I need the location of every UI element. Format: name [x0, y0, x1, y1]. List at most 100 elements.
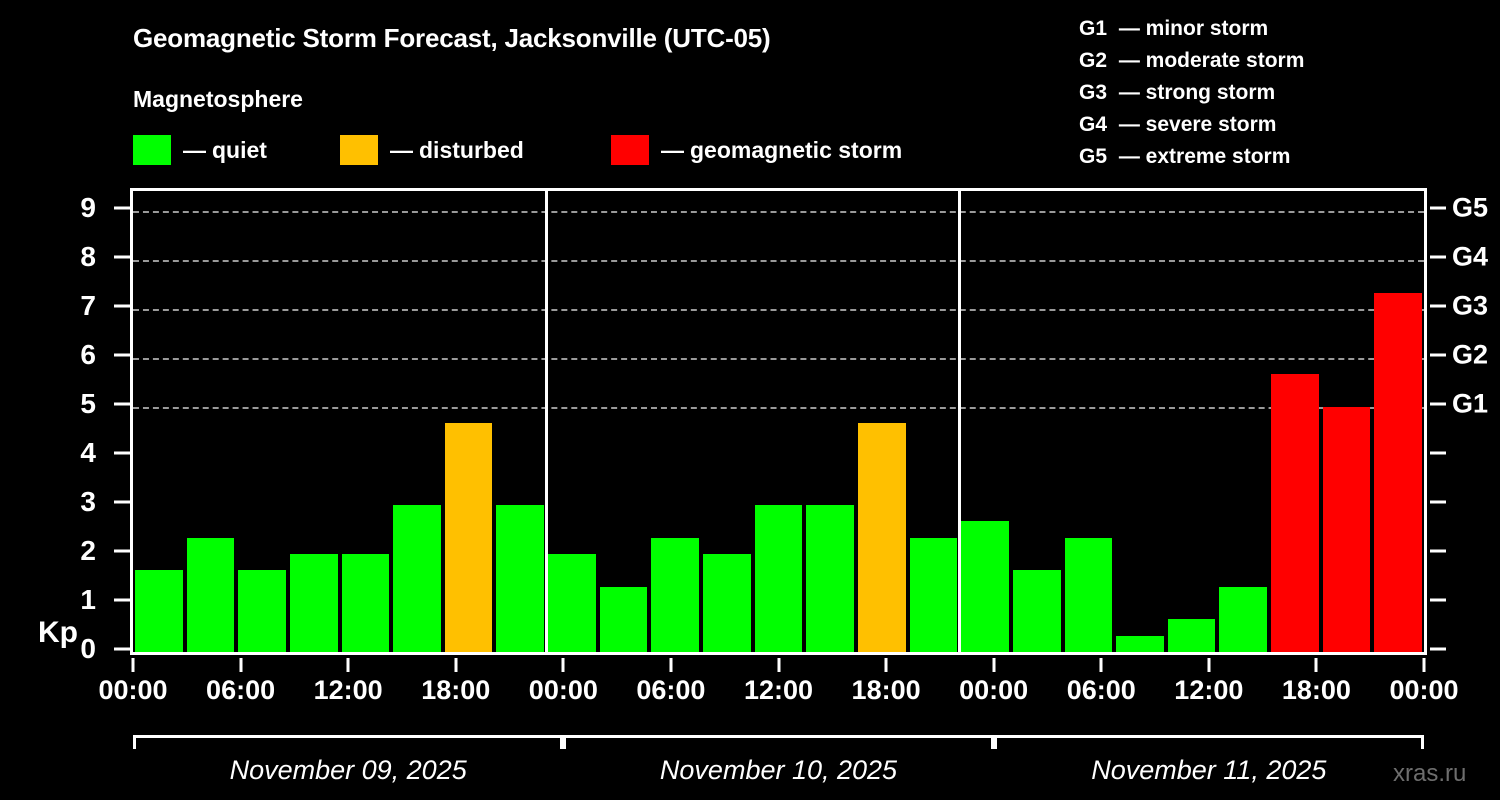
x-tick-mark	[884, 658, 888, 672]
g-tick-label: G3	[1452, 290, 1489, 321]
y-tick-mark	[114, 598, 130, 602]
y-tick-label: 9	[80, 191, 96, 223]
g-scale-text: moderate storm	[1145, 49, 1305, 72]
x-tick-label: 12:00	[743, 675, 814, 705]
y-tick-label: 7	[80, 289, 96, 321]
bar-kp	[341, 553, 390, 652]
y-tick-label: 2	[80, 534, 96, 566]
gridline	[133, 210, 1424, 213]
y-axis-left: Kp 0 1 2 3 4 5 6 7 8 9	[0, 188, 130, 664]
y-tick-mark	[114, 647, 130, 651]
y-tick-label: 1	[80, 583, 96, 615]
bar-kp	[238, 570, 286, 652]
y-tick-mark	[114, 402, 130, 406]
g-tick-label: G2	[1452, 339, 1489, 370]
y-tick-mark	[114, 353, 130, 357]
legend-dash: —	[390, 136, 413, 163]
day-bracket	[563, 735, 994, 749]
x-tick-mark	[992, 658, 996, 672]
x-tick-label: 06:00	[636, 675, 706, 705]
g-scale-text: severe storm	[1145, 113, 1277, 136]
x-tick-label: 00:00	[959, 675, 1029, 705]
g-scale-text: extreme storm	[1145, 145, 1291, 168]
plot-inner	[133, 191, 1424, 652]
y-tick-mark	[114, 255, 130, 259]
legend-item-quiet: — quiet	[133, 133, 267, 167]
legend-label: quiet	[212, 136, 267, 163]
plot-area	[130, 188, 1427, 655]
gridline	[133, 308, 1424, 311]
day-bands: November 09, 2025 November 10, 2025 Novemb…	[0, 735, 1500, 800]
bar-kp	[651, 537, 700, 652]
gridline	[133, 406, 1424, 409]
g-scale-dash: —	[1113, 49, 1146, 72]
y-tick-mark	[114, 451, 130, 455]
g-tick-mark	[1430, 353, 1446, 357]
x-tick-label: 00:00	[98, 675, 168, 705]
x-tick-mark	[454, 658, 458, 672]
g-tick-minor	[1430, 500, 1446, 504]
day-label: November 10, 2025	[659, 755, 898, 785]
gridline	[133, 357, 1424, 360]
g-scale-row-g5: G5 — extreme storm	[1079, 141, 1304, 173]
g-tick-label: G1	[1452, 388, 1489, 419]
legend-item-disturbed: — disturbed	[340, 133, 524, 167]
x-tick-label: 18:00	[851, 675, 921, 705]
bar-kp	[703, 553, 751, 652]
bar-kp	[548, 553, 596, 652]
legend-label: disturbed	[419, 136, 524, 163]
x-axis: 00:00 06:00 12:00 18:00 00:00 06:00 12:00 18:00…	[0, 658, 1500, 720]
x-tick-mark	[1422, 658, 1426, 672]
bar-kp	[393, 504, 441, 652]
page-title: Geomagnetic Storm Forecast, Jacksonville…	[133, 23, 771, 53]
g-scale-row-g2: G2 — moderate storm	[1079, 45, 1304, 77]
g-scale-dash: —	[1113, 17, 1146, 40]
g-scale-text: strong storm	[1145, 81, 1276, 104]
g-tick-minor	[1430, 451, 1446, 455]
legend-swatch-icon	[133, 135, 171, 165]
gridline	[133, 259, 1424, 262]
x-tick-mark	[777, 658, 780, 672]
bar-kp	[806, 504, 854, 652]
g-scale-code: G1	[1079, 17, 1108, 40]
x-tick-label: 18:00	[421, 675, 491, 705]
g-scale-row-g3: G3 — strong storm	[1079, 77, 1304, 109]
legend-dash: —	[183, 136, 206, 163]
day-separator	[544, 191, 548, 652]
x-tick-label: 12:00	[1174, 675, 1244, 705]
bar-kp	[1012, 570, 1061, 652]
y-axis-right: G5 G4 G3 G2 G1	[1430, 188, 1500, 655]
g-scale-legend: G1 — minor storm G2 — moderate storm G3 — …	[1079, 13, 1304, 173]
x-tick-mark	[346, 658, 350, 672]
x-tick-mark	[131, 658, 135, 672]
day-separator	[957, 191, 961, 652]
g-tick-minor	[1430, 598, 1446, 602]
day-bracket	[993, 735, 1424, 749]
bar-kp	[1322, 406, 1371, 652]
bar-kp	[1116, 635, 1164, 652]
legend-item-geomagnetic-storm: — geomagnetic storm	[611, 133, 902, 167]
x-tick-mark	[561, 658, 565, 672]
x-tick-label: 12:00	[313, 675, 383, 705]
x-tick-label: 18:00	[1281, 675, 1351, 705]
y-tick-label: 6	[80, 338, 96, 370]
x-tick-mark	[669, 658, 673, 672]
x-tick-label: 06:00	[1066, 675, 1136, 705]
g-scale-code: G4	[1079, 113, 1108, 136]
x-tick-mark	[239, 658, 243, 672]
g-tick-minor	[1430, 647, 1446, 651]
bar-kp	[1374, 292, 1422, 652]
day-label: November 11, 2025	[1091, 755, 1327, 785]
series-title: Magnetosphere	[133, 86, 303, 112]
y-tick-label: 0	[80, 633, 96, 664]
g-scale-row-g4: G4 — severe storm	[1079, 109, 1304, 141]
g-tick-mark	[1430, 255, 1446, 259]
y-tick-label: 8	[80, 240, 96, 272]
g-scale-dash: —	[1113, 113, 1146, 136]
g-tick-label: G5	[1452, 192, 1489, 223]
x-tick-mark	[1207, 658, 1211, 672]
bar-kp	[754, 504, 803, 652]
bar-kp	[857, 422, 906, 652]
g-tick-mark	[1430, 402, 1446, 406]
